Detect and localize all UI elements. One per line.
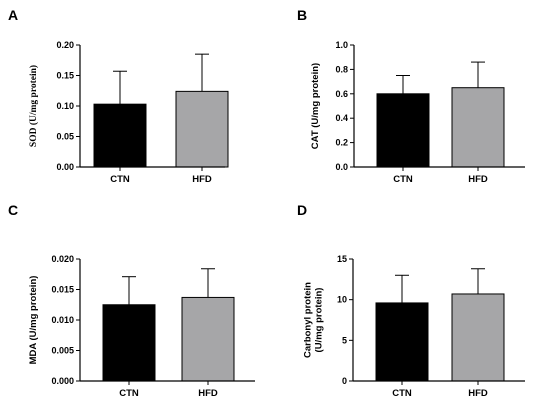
bar-hfd xyxy=(451,87,505,168)
bar-hfd xyxy=(175,90,229,168)
y-tick-label: 0.015 xyxy=(51,285,74,295)
bar-hfd xyxy=(181,296,235,382)
bar-hfd xyxy=(451,293,505,382)
y-tick-label: 0.20 xyxy=(56,40,74,50)
y-tick-label: 15 xyxy=(337,254,347,264)
y-tick-label: 0.000 xyxy=(51,376,74,386)
y-tick-label: 0.15 xyxy=(56,71,74,81)
y-tick-label: 0.0 xyxy=(335,162,348,172)
x-tick-label: HFD xyxy=(198,388,218,399)
x-tick-label: CTN xyxy=(392,388,412,399)
y-tick-label: 1.0 xyxy=(335,40,348,50)
x-tick-label: CTN xyxy=(393,174,413,185)
x-tick-label: CTN xyxy=(110,174,130,185)
panel-letter: C xyxy=(8,202,18,218)
x-tick-label: HFD xyxy=(192,174,212,185)
panel-b: B 0.0 0.2 0.4 0.6 0.8 1.0 CTN HFD CAT (U/mg prote… xyxy=(297,7,525,185)
bar-ctn xyxy=(102,304,156,382)
y-tick-label: 0.010 xyxy=(51,315,74,325)
x-tick-label: CTN xyxy=(119,388,139,399)
panel-d: D 0 5 10 15 CTN HFD Carbonyl protein (U/mg prote… xyxy=(297,202,525,399)
x-tick-label: HFD xyxy=(468,388,488,399)
y-tick-label: 0.8 xyxy=(335,64,348,74)
y-tick-label: 0.020 xyxy=(51,254,74,264)
y-axis-label: (U/mg protein) xyxy=(314,288,325,353)
panel-a: A 0.00 0.05 0.10 0.15 0.20 CTN HFD SOD (U/mg pro… xyxy=(8,7,229,185)
y-tick-label: 0.05 xyxy=(56,132,74,142)
y-tick-label: 0.6 xyxy=(335,89,348,99)
y-tick-label: 5 xyxy=(342,335,347,345)
bar-ctn xyxy=(93,103,147,168)
y-axis-label: MDA (U/mg protein) xyxy=(28,276,39,365)
y-axis-label: Carbonyl protein xyxy=(303,282,314,358)
panel-letter: D xyxy=(297,202,307,218)
y-tick-label: 0.00 xyxy=(56,162,74,172)
y-tick-label: 0.10 xyxy=(56,101,74,111)
bar-ctn xyxy=(375,302,429,382)
y-tick-label: 0.2 xyxy=(335,138,348,148)
y-axis-label: SOD (U/mg protein) xyxy=(28,65,39,147)
panel-letter: A xyxy=(8,7,18,23)
panel-letter: B xyxy=(297,7,307,23)
panel-c: C 0.000 0.005 0.010 0.015 0.020 CTN HFD MDA (U/m… xyxy=(8,202,255,399)
y-axis-label: CAT (U/mg protein) xyxy=(310,63,321,149)
y-tick-label: 10 xyxy=(337,295,347,305)
y-tick-label: 0 xyxy=(342,376,347,386)
bar-ctn xyxy=(376,93,430,168)
y-tick-label: 0.4 xyxy=(335,113,348,123)
y-tick-label: 0.005 xyxy=(51,346,74,356)
x-tick-label: HFD xyxy=(468,174,488,185)
